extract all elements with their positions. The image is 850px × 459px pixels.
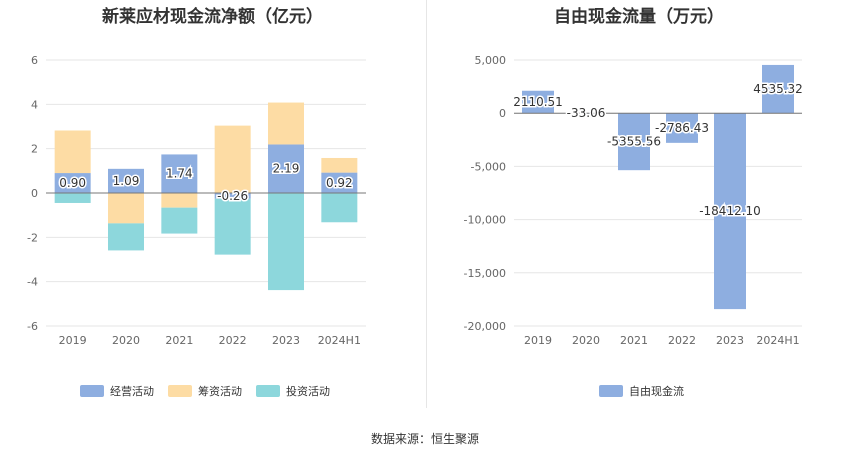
right-x-tick-label: 2022: [668, 334, 696, 347]
left-y-tick-label: 0: [31, 187, 38, 200]
left-legend-label: 经营活动: [110, 384, 154, 398]
right-y-tick-label: -10,000: [464, 214, 506, 227]
left-x-tick-label: 2019: [59, 334, 87, 347]
left-x-tick-label: 2022: [219, 334, 247, 347]
right-legend-swatch: [599, 385, 623, 397]
left-x-tick-label: 2024H1: [318, 334, 361, 347]
left-bar-segment: [161, 207, 198, 234]
left-bar-segment: [214, 193, 251, 199]
left-y-tick-label: -2: [27, 231, 38, 244]
right-legend-label: 自由现金流: [629, 384, 684, 398]
left-bar-segment: [54, 193, 91, 203]
right-bar: [666, 113, 698, 143]
chart-divider: [426, 0, 427, 408]
left-legend-label: 投资活动: [286, 384, 330, 398]
left-bar-segment: [214, 198, 251, 255]
left-legend-swatch: [80, 385, 104, 397]
right-x-tick-label: 2021: [620, 334, 648, 347]
left-data-label: 0.92: [326, 176, 353, 190]
right-y-tick-label: -20,000: [464, 320, 506, 333]
left-data-label: -0.26: [217, 189, 248, 203]
right-data-label: -18412.10: [699, 204, 761, 218]
left-data-label: 0.90: [59, 176, 86, 190]
left-y-tick-label: -4: [27, 276, 38, 289]
right-chart-title: 自由现金流量（万元）: [554, 7, 724, 27]
left-bar-segment: [268, 144, 304, 193]
right-y-tick-label: 5,000: [475, 54, 507, 67]
left-bar-segment: [321, 157, 358, 173]
right-data-label: 4535.32: [753, 82, 803, 96]
right-y-tick-label: -15,000: [464, 267, 506, 280]
right-y-tick-label: -5,000: [471, 160, 506, 173]
left-y-tick-label: 2: [31, 143, 38, 156]
right-bar: [618, 113, 650, 171]
left-chart-title: 新莱应材现金流净额（亿元）: [102, 7, 323, 27]
left-legend-swatch: [256, 385, 280, 397]
left-data-label: 2.19: [273, 162, 300, 176]
right-bar: [714, 113, 746, 310]
left-bar-segment: [321, 172, 358, 193]
right-bar: [522, 90, 554, 114]
left-data-label: 1.74: [166, 167, 193, 181]
right-data-label: 2110.51: [513, 95, 563, 109]
left-y-tick-label: 4: [31, 98, 38, 111]
left-bar-segment: [268, 193, 304, 291]
left-x-tick-label: 2020: [112, 334, 140, 347]
right-x-tick-label: 2020: [572, 334, 600, 347]
left-legend-swatch: [168, 385, 192, 397]
left-bar-segment: [161, 154, 198, 193]
right-y-tick-label: 0: [499, 107, 506, 120]
left-x-tick-label: 2023: [272, 334, 300, 347]
right-x-tick-label: 2024H1: [756, 334, 799, 347]
right-x-tick-label: 2023: [716, 334, 744, 347]
left-bar-segment: [214, 125, 251, 193]
left-bar-segment: [108, 193, 144, 224]
left-bar-segment: [108, 168, 144, 193]
left-bar-segment: [108, 223, 144, 251]
left-y-tick-label: -6: [27, 320, 38, 333]
left-bar-segment: [54, 173, 91, 193]
data-source: 数据来源：恒生聚源: [370, 432, 479, 446]
left-bar-segment: [321, 193, 358, 223]
left-bar-segment: [268, 102, 304, 145]
right-x-tick-label: 2019: [524, 334, 552, 347]
left-bar-segment: [161, 193, 198, 208]
right-data-label: -2786.43: [655, 121, 709, 135]
left-legend-label: 筹资活动: [198, 384, 242, 398]
left-x-tick-label: 2021: [165, 334, 193, 347]
left-bar-segment: [54, 130, 91, 174]
left-y-tick-label: 6: [31, 54, 38, 67]
right-bar: [762, 64, 794, 114]
right-data-label: -5355.56: [607, 135, 661, 149]
right-data-label: -33.06: [567, 106, 606, 120]
left-data-label: 1.09: [113, 174, 140, 188]
